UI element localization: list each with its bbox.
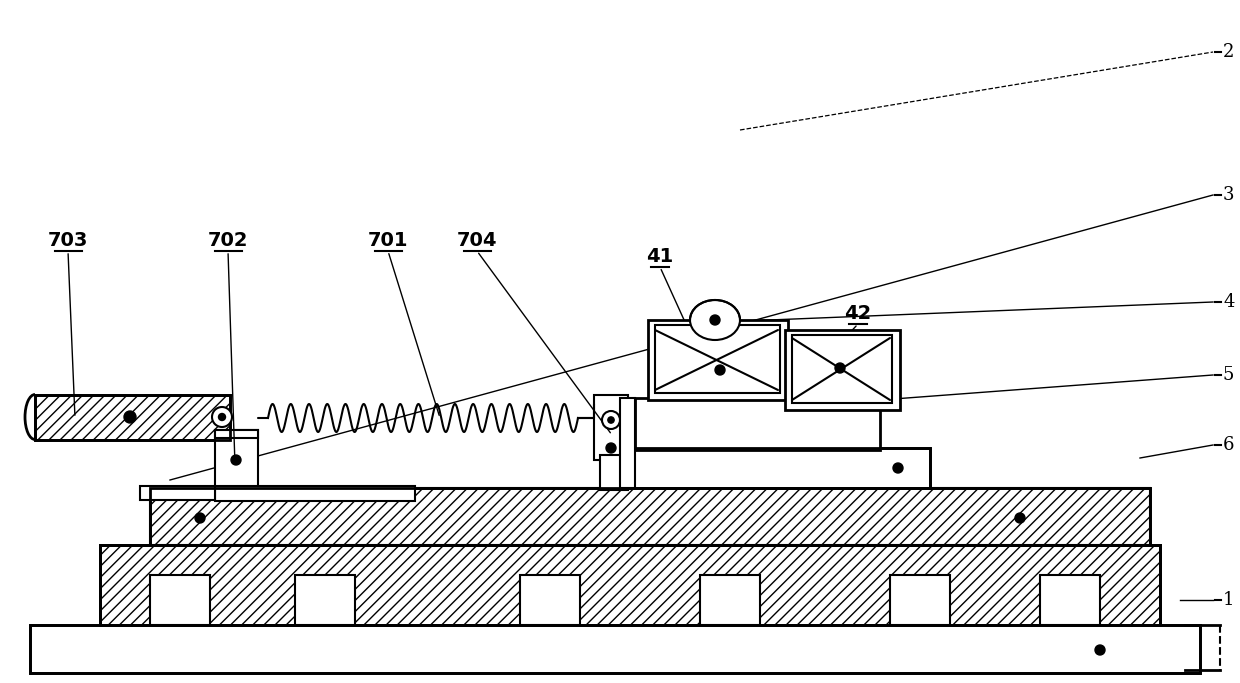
Circle shape (1095, 645, 1105, 655)
Bar (620, 448, 930, 488)
Circle shape (218, 413, 226, 421)
Bar (620, 448, 930, 488)
Circle shape (608, 417, 614, 423)
Text: 42: 42 (844, 304, 872, 323)
Bar (150, 488, 1149, 545)
Bar (150, 488, 1149, 545)
Circle shape (231, 455, 241, 465)
Circle shape (835, 363, 844, 373)
Bar (100, 545, 1159, 625)
Bar (620, 448, 930, 488)
Bar (30, 625, 1200, 673)
Text: 5: 5 (1223, 366, 1234, 384)
Bar (215, 486, 415, 501)
Bar (100, 545, 1159, 625)
Bar (594, 395, 627, 460)
Text: 41: 41 (646, 247, 673, 266)
Bar (1040, 575, 1100, 625)
Text: 701: 701 (368, 231, 408, 250)
Circle shape (195, 513, 205, 523)
Bar (150, 488, 1149, 545)
Bar (792, 335, 892, 403)
Text: 704: 704 (456, 231, 497, 250)
Bar (35, 395, 229, 440)
Circle shape (715, 365, 725, 375)
Text: 6: 6 (1223, 436, 1235, 454)
Bar (890, 575, 950, 625)
Circle shape (893, 463, 903, 473)
Circle shape (1016, 513, 1025, 523)
Bar (140, 486, 215, 500)
Bar (520, 575, 580, 625)
Bar (701, 575, 760, 625)
Bar (649, 320, 787, 400)
Text: 702: 702 (208, 231, 248, 250)
Bar (600, 455, 627, 490)
Bar (100, 545, 1159, 625)
Bar (150, 575, 210, 625)
Text: 3: 3 (1223, 186, 1235, 204)
Bar (655, 325, 780, 393)
Bar (792, 335, 892, 403)
Circle shape (601, 411, 620, 429)
Bar (215, 430, 258, 438)
Text: 4: 4 (1223, 293, 1234, 311)
Bar (35, 395, 229, 440)
Bar (30, 625, 1200, 673)
Bar (620, 398, 635, 488)
Text: 703: 703 (48, 231, 88, 250)
Circle shape (124, 411, 136, 423)
Text: 1: 1 (1223, 591, 1235, 609)
Ellipse shape (689, 300, 740, 340)
Bar (785, 330, 900, 410)
Bar (215, 430, 258, 490)
Circle shape (606, 443, 616, 453)
Bar (295, 575, 355, 625)
Bar (655, 325, 780, 393)
Circle shape (212, 407, 232, 427)
Bar (635, 398, 880, 450)
Circle shape (711, 315, 720, 325)
Text: 2: 2 (1223, 43, 1234, 61)
